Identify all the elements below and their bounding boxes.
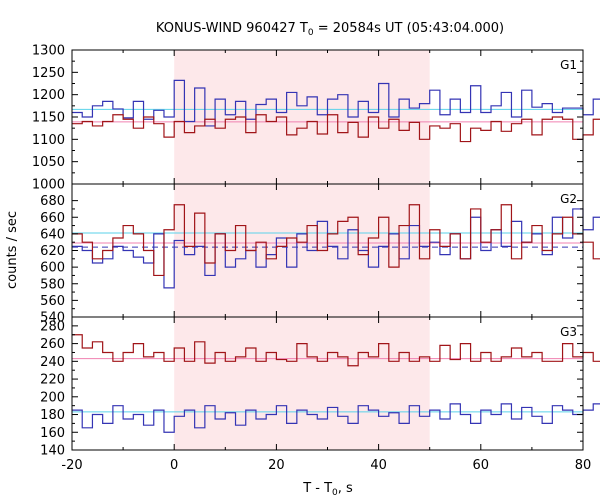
panel-G3-label: G3 xyxy=(560,325,577,339)
y-tick-label-G1-1100: 1100 xyxy=(32,133,65,148)
y-tick-label-G1-1000: 1000 xyxy=(32,178,65,193)
y-tick-label-G3-240: 240 xyxy=(40,355,65,370)
y-tick-label-G3-160: 160 xyxy=(40,426,65,441)
y-tick-label-G3-200: 200 xyxy=(40,390,65,405)
x-tick-label--20: -20 xyxy=(61,458,82,473)
y-tick-label-G2-680: 680 xyxy=(40,194,65,209)
x-tick-label-40: 40 xyxy=(370,458,387,473)
y-tick-label-G2-600: 600 xyxy=(40,261,65,276)
panel-G2-label: G2 xyxy=(560,192,577,206)
y-tick-label-G3-280: 280 xyxy=(40,319,65,334)
y-tick-label-G2-560: 560 xyxy=(40,294,65,309)
y-tick-label-G1-1050: 1050 xyxy=(32,155,65,170)
highlight-layer xyxy=(174,50,430,450)
panel-G1-label: G1 xyxy=(560,58,577,72)
x-tick-label-80: 80 xyxy=(575,458,592,473)
y-tick-label-G3-260: 260 xyxy=(40,337,65,352)
y-tick-label-G2-540: 540 xyxy=(40,311,65,326)
x-axis-label: T - T0, s xyxy=(302,481,353,498)
y-tick-label-G1-1150: 1150 xyxy=(32,111,65,126)
y-tick-label-G3-180: 180 xyxy=(40,408,65,423)
y-tick-label-G2-660: 660 xyxy=(40,211,65,226)
tick-layer: G1 1000 1050 1100 1150 1200 1250 1300 G2 540 560 58… xyxy=(32,44,591,474)
x-tick-label-60: 60 xyxy=(473,458,490,473)
y-tick-label-G3-220: 220 xyxy=(40,373,65,388)
y-axis-label: counts / sec xyxy=(5,211,20,289)
y-tick-label-G1-1200: 1200 xyxy=(32,88,65,103)
y-tick-label-G1-1300: 1300 xyxy=(32,44,65,59)
chart-title: KONUS-WIND 960427 T0 = 20584s UT (05:43:… xyxy=(156,21,504,38)
y-tick-label-G2-580: 580 xyxy=(40,277,65,292)
y-tick-label-G2-640: 640 xyxy=(40,227,65,242)
highlight-interval xyxy=(174,50,430,450)
x-tick-label-20: 20 xyxy=(268,458,285,473)
y-tick-label-G2-620: 620 xyxy=(40,244,65,259)
x-tick-label-0: 0 xyxy=(170,458,178,473)
y-tick-label-G1-1250: 1250 xyxy=(32,66,65,81)
panel-G2-series-red xyxy=(72,204,600,277)
y-tick-label-G3-140: 140 xyxy=(40,444,65,459)
